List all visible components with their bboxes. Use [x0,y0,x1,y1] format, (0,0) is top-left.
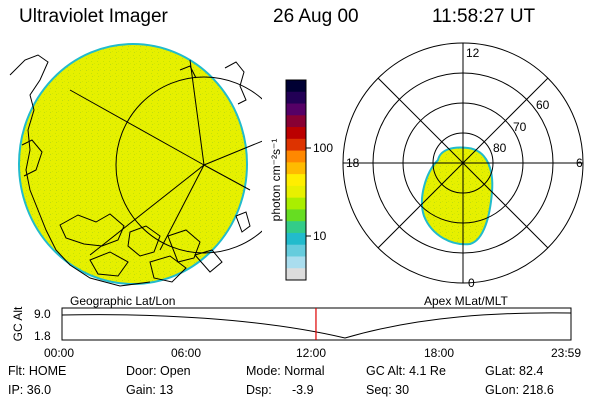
altitude-timeline [61,307,572,341]
mlt-label-6: 6 [576,156,583,170]
gain-status: Gain: 13 [126,383,174,397]
coastline [149,255,187,283]
time-tick-label: 12:00 [296,346,327,360]
mlat-label-80: 80 [493,141,507,155]
coastline [179,65,197,79]
altitude-axis-label: GC Alt [11,306,25,342]
observation-date: 26 Aug 00 [273,6,359,27]
coastline [9,54,151,287]
colorbar-band [286,209,306,222]
altitude-ytick: 1.8 [34,329,51,343]
ip-status: IP: 36.0 [8,383,52,397]
apex-polar-plot [342,42,584,284]
coastline [59,213,125,247]
colorbar-band [286,150,306,163]
glat-status: GLat: 82.4 [485,364,544,378]
mlt-line-diagonal [377,77,549,249]
colorbar [285,79,311,281]
colorbar-band [286,221,306,234]
meridian-line [69,89,205,166]
colorbar-band [286,174,306,187]
colorbar-band [286,232,306,246]
dsp-label: Dsp: [246,383,272,397]
latitude-circle [115,76,262,254]
aurora-disk [18,43,248,285]
meridian-line [89,164,205,256]
coastline [89,251,129,277]
colorbar-band [286,115,306,128]
meridian-line [203,140,262,166]
colorbar-unit-label: photon cm⁻²s⁻¹ [269,138,283,222]
colorbar-tick-label: 10 [313,229,327,243]
meridian-line [203,164,251,191]
filter-status: Flt: HOME [8,364,67,378]
coastline [21,139,43,177]
colorbar-band [286,91,306,105]
glon-status: GLon: 218.6 [485,383,554,397]
geographic-frame-label: Geographic Lat/Lon [70,294,176,308]
time-tick-label: 18:00 [424,346,455,360]
altitude-curve [61,312,572,339]
meridian-line [159,164,205,251]
mlt-label-18: 18 [346,156,360,170]
mode-status: Mode: Normal [246,364,325,378]
coastline [224,61,247,105]
dsp-value: -3.9 [292,383,314,397]
coastline [194,249,223,273]
colorbar-band [286,80,306,93]
coastline [127,225,161,257]
colorbar-band [286,197,306,210]
geographic-image [9,43,262,287]
colorbar-band [286,138,306,152]
coastline [167,229,201,263]
door-status: Door: Open [126,364,191,378]
colorbar-band [286,268,306,281]
altitude-ytick: 9.0 [34,307,51,321]
colorbar-band [286,162,306,175]
meridian-line [189,59,205,166]
coastline [235,211,251,233]
colorbar-band [286,256,306,269]
instrument-title: Ultraviolet Imager [19,6,168,27]
mlat-label-70: 70 [513,120,527,134]
colorbar-band [286,185,306,199]
auroral-oval [420,146,494,246]
seq-status: Seq: 30 [366,383,410,397]
apex-frame-label: Apex MLat/MLT [424,294,508,308]
time-tick-label: 00:00 [44,346,75,360]
gc-alt-status: GC Alt: 4.1 Re [366,364,446,378]
mlt-label-0: 0 [468,276,475,290]
colorbar-band [286,244,306,257]
colorbar-tick-label: 100 [313,141,334,155]
time-tick-label: 23:59 [551,346,582,360]
mlt-label-12: 12 [466,46,480,60]
time-tick-label: 06:00 [171,346,202,360]
colorbar-band [286,103,306,116]
colorbar-band [286,127,306,140]
mlat-label-60: 60 [536,98,550,112]
observation-time: 11:58:27 UT [432,6,536,27]
